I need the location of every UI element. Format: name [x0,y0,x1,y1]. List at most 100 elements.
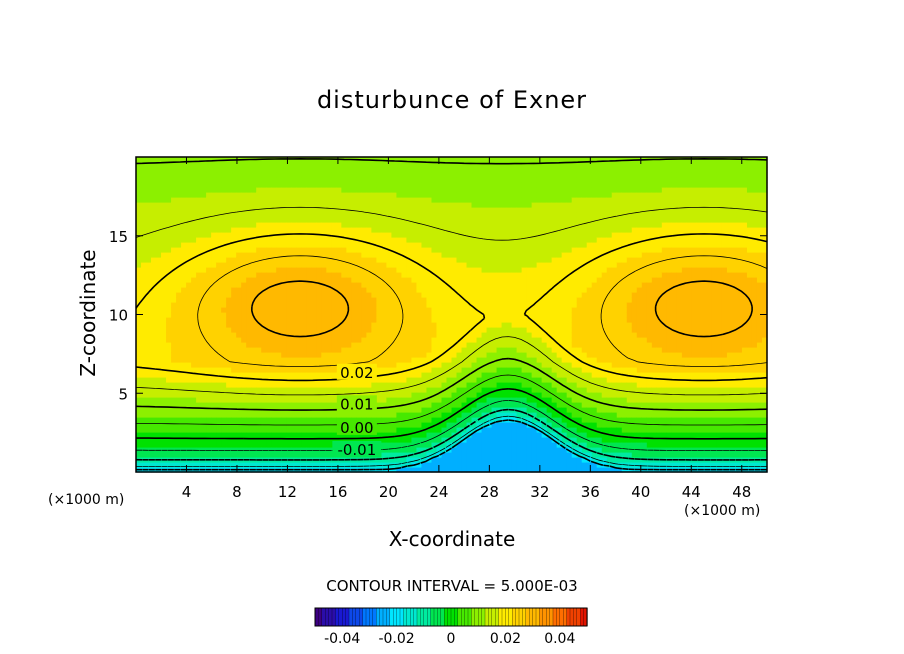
field-cell [411,262,418,268]
field-cell [341,462,347,468]
field-cell [416,467,423,473]
field-cell [476,242,483,248]
field-cell [371,232,377,238]
field-cell [226,237,232,243]
field-cell [151,342,157,348]
field-cell [206,222,212,228]
field-cell [196,222,202,228]
field-cell [296,187,302,193]
field-cell [401,442,408,448]
field-cell [221,432,227,438]
field-cell [206,337,212,343]
field-cell [476,322,483,328]
field-cell [526,332,533,338]
field-cell [316,457,322,463]
field-cell [441,182,448,188]
field-cell [151,392,157,398]
field-cell [391,397,398,403]
field-cell [266,207,272,213]
field-cell [161,287,167,293]
field-cell [176,212,182,218]
field-cell [316,177,322,183]
field-cell [316,267,322,273]
field-cell [306,327,312,333]
field-cell [436,162,443,168]
field-cell [151,352,157,358]
field-cell [251,222,257,228]
field-cell [256,227,262,233]
field-cell [386,197,393,203]
field-cell [191,382,197,388]
field-cell [261,267,267,273]
field-cell [136,382,142,388]
field-cell [481,427,488,433]
field-cell [396,432,403,438]
field-cell [386,412,393,418]
field-cell [456,387,463,393]
field-cell [496,432,503,438]
field-cell [431,312,438,318]
field-cell [276,342,282,348]
field-cell [246,182,252,188]
field-cell [161,372,167,378]
field-cell [461,387,468,393]
field-cell [271,427,277,433]
field-cell [386,422,393,428]
field-cell [441,207,448,213]
field-cell [171,247,177,253]
field-cell [481,437,488,443]
field-cell [241,342,247,348]
field-cell [501,172,508,178]
field-cell [286,167,292,173]
field-cell [516,297,523,303]
field-cell [501,252,508,258]
field-cell [301,342,307,348]
field-cell [391,447,398,453]
field-cell [376,427,382,433]
field-cell [526,202,533,208]
field-cell [351,462,357,468]
field-cell [356,177,362,183]
field-cell [181,282,187,288]
field-cell [456,312,463,318]
field-cell [321,292,327,298]
field-cell [476,467,483,473]
field-cell [436,207,443,213]
field-cell [506,347,513,353]
field-cell [146,377,152,383]
field-cell [136,412,142,418]
field-cell [511,222,518,228]
field-cell [221,367,227,373]
field-cell [176,207,182,213]
field-cell [481,412,488,418]
field-cell [306,387,312,393]
field-cell [146,202,152,208]
field-cell [296,412,302,418]
field-cell [186,167,192,173]
field-cell [396,247,403,253]
field-cell [236,192,242,198]
field-cell [456,332,463,338]
field-cell [241,282,247,288]
field-cell [291,447,297,453]
field-cell [151,462,157,468]
field-cell [511,342,518,348]
field-cell [206,352,212,358]
field-cell [396,447,403,453]
field-cell [391,262,398,268]
field-cell [166,162,172,168]
field-cell [306,397,312,403]
field-cell [516,327,523,333]
field-cell [351,287,357,293]
field-cell [496,447,503,453]
field-cell [526,262,533,268]
field-cell [296,382,302,388]
field-cell [141,177,147,183]
field-cell [291,342,297,348]
field-cell [316,387,322,393]
field-cell [511,432,518,438]
field-cell [366,162,372,168]
field-cell [306,357,312,363]
field-cell [206,237,212,243]
field-cell [176,177,182,183]
